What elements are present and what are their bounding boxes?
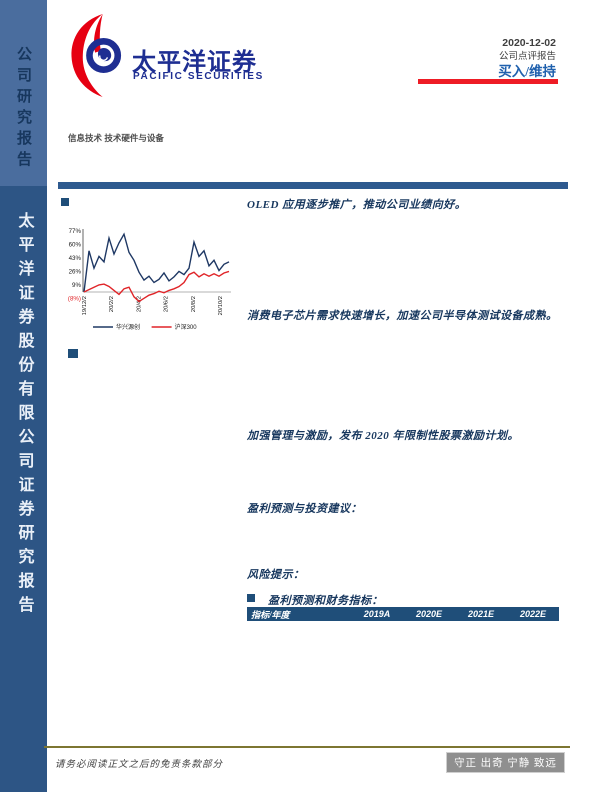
- sidebar-top-label: 公司研究报告: [15, 46, 31, 172]
- table-col-2022e: 2022E: [519, 609, 547, 619]
- svg-text:77%: 77%: [69, 228, 82, 235]
- logo-chinese-name: 太平洋证券: [132, 49, 257, 76]
- svg-text:20/2/2: 20/2/2: [109, 296, 115, 312]
- svg-text:19/12/2: 19/12/2: [82, 296, 88, 315]
- svg-text:26%: 26%: [69, 268, 82, 275]
- sidebar-top-band: 公司研究报告: [0, 0, 47, 186]
- blue-divider-bar: [58, 182, 568, 189]
- table-title-bullet-icon: [247, 594, 255, 602]
- heading-financial-indicators: 盈利预测和财务指标：: [268, 595, 383, 607]
- table-col-2019a: 2019A: [363, 609, 391, 619]
- svg-text:9%: 9%: [72, 282, 81, 289]
- footer-motto-badge: 守正 出奇 宁静 致远: [446, 752, 565, 773]
- table-col-indicator: 指标/年度: [251, 609, 290, 620]
- svg-text:43%: 43%: [69, 255, 82, 262]
- price-chart-svg: 77% 60% 43% 26% 9% (8%) 19/12/2 20/2/2 20/4/2 20/…: [68, 228, 231, 331]
- svg-text:20/4/2: 20/4/2: [136, 296, 142, 312]
- svg-text:20/6/2: 20/6/2: [164, 296, 170, 312]
- section-bullet-icon: [68, 349, 78, 358]
- svg-text:20/8/2: 20/8/2: [191, 296, 197, 312]
- company-logo: 太平洋证券 PACIFIC SECURITIES: [64, 9, 264, 102]
- sidebar-bottom-label: 太平洋证券股份有限公司证券研究报告: [15, 212, 33, 620]
- heading-profit-forecast: 盈利预测与投资建议：: [247, 503, 362, 515]
- price-performance-chart: 77% 60% 43% 26% 9% (8%) 19/12/2 20/2/2 20/4/2 20/…: [63, 222, 235, 347]
- report-meta: 2020-12-02 公司点评报告 买入/维持: [498, 36, 556, 80]
- svg-text:华兴源创: 华兴源创: [116, 323, 140, 331]
- table-col-2021e: 2021E: [467, 609, 495, 619]
- svg-text:(8%): (8%): [68, 295, 81, 302]
- heading-risk-warning: 风险提示：: [247, 569, 305, 581]
- svg-text:20/10/2: 20/10/2: [218, 296, 224, 315]
- sidebar-bottom-band: 太平洋证券股份有限公司证券研究报告: [0, 186, 47, 792]
- svg-text:60%: 60%: [69, 241, 82, 248]
- heading-chip-demand: 消费电子芯片需求快速增长，加速公司半导体测试设备成熟。: [247, 310, 558, 322]
- table-col-2020e: 2020E: [415, 609, 443, 619]
- financial-table-header-row: 指标/年度 2019A 2020E 2021E 2022E: [247, 607, 559, 621]
- heading-incentive-plan: 加强管理与激励，发布 2020 年限制性股票激励计划。: [247, 430, 519, 442]
- stock-rating: 买入/维持: [498, 64, 556, 79]
- svg-text:沪深300: 沪深300: [175, 323, 198, 331]
- section-bullet-icon: [61, 198, 69, 206]
- logo-english-name: PACIFIC SECURITIES: [133, 71, 264, 82]
- sector-label: 信息技术 技术硬件与设备: [68, 133, 164, 143]
- pacific-securities-swirl-icon: [71, 13, 122, 98]
- report-type: 公司点评报告: [498, 51, 556, 62]
- rating-red-underline: [418, 79, 558, 84]
- footer-gold-rule: [44, 746, 570, 748]
- heading-oled: OLED 应用逐步推广，推动公司业绩向好。: [247, 199, 467, 211]
- footer-disclaimer: 请务必阅读正文之后的免责条款部分: [55, 760, 224, 770]
- report-date: 2020-12-02: [502, 37, 556, 49]
